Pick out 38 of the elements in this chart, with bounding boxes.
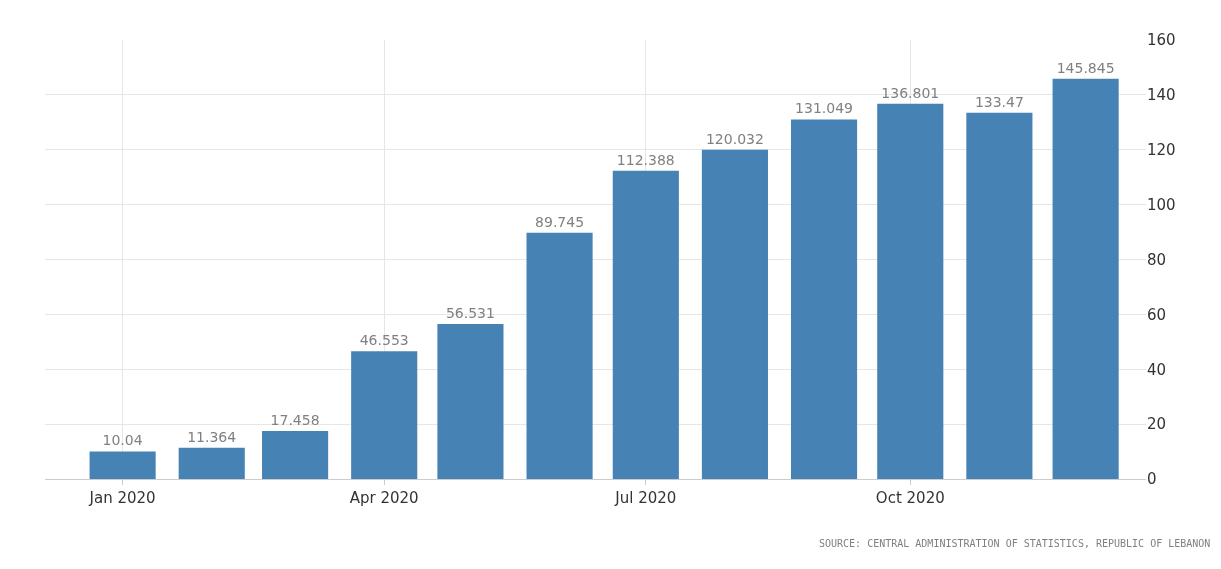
data-label: 120.032 [705,130,764,147]
bar [790,119,858,479]
y-tick-label: 100 [1147,195,1176,214]
y-tick-label: 140 [1147,86,1176,105]
y-tick-label: 120 [1147,141,1176,159]
data-label: 131.049 [795,100,853,117]
bar [262,431,329,479]
data-label: 11.364 [187,428,237,445]
bar [1052,78,1119,479]
bar [966,112,1033,479]
bar [351,351,418,479]
y-tick-label: 0 [1147,470,1157,489]
data-label: 10.04 [102,432,143,449]
y-tick-label: 20 [1147,415,1167,434]
data-label: 46.553 [359,332,409,349]
data-label: 133.47 [974,93,1024,110]
bar [89,451,156,479]
bar [701,149,768,479]
bar [526,232,593,479]
data-label: 136.801 [881,84,940,101]
bar [437,323,504,479]
source-note: SOURCE: CENTRAL ADMINISTRATION OF STATISTICS, REPUBLIC OF LEBANON [819,538,1211,549]
y-tick-label: 40 [1147,360,1167,379]
y-tick-label: 160 [1147,31,1176,50]
data-label: 56.531 [445,304,495,321]
bar [877,103,944,479]
y-tick-label: 60 [1147,305,1167,324]
x-tick-label: Apr 2020 [349,489,419,507]
data-label: 112.388 [616,151,675,168]
data-label: 17.458 [270,412,320,429]
bar [178,447,245,479]
x-tick-label: Oct 2020 [875,489,945,507]
bar [612,170,679,479]
data-label: 89.745 [535,213,585,230]
x-tick-label: Jul 2020 [614,489,677,507]
data-label: 145.845 [1056,59,1115,76]
x-tick-label: Jan 2020 [88,489,156,507]
y-tick-label: 80 [1147,250,1167,269]
